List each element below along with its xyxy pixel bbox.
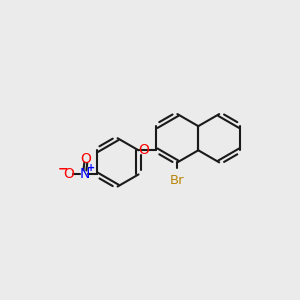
- Text: Br: Br: [170, 174, 185, 187]
- Text: N: N: [79, 167, 89, 182]
- Text: −: −: [57, 162, 68, 175]
- Text: O: O: [80, 152, 91, 166]
- Text: O: O: [138, 143, 149, 157]
- Text: O: O: [64, 167, 74, 182]
- Text: +: +: [87, 163, 95, 173]
